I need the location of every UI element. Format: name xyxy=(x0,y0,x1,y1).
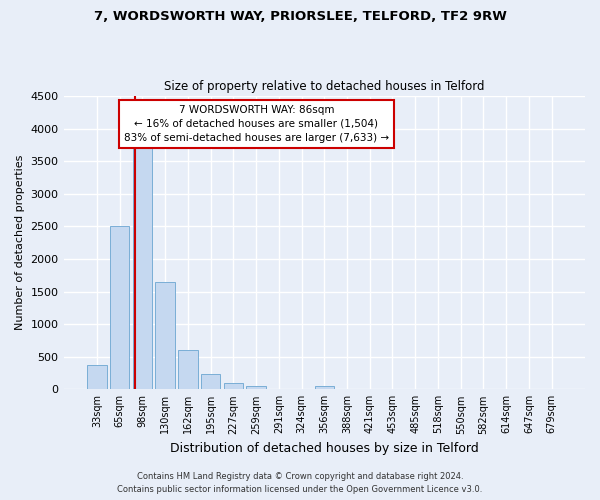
Bar xyxy=(247,386,266,390)
Bar xyxy=(133,146,152,390)
Y-axis label: Number of detached properties: Number of detached properties xyxy=(15,155,25,330)
Bar xyxy=(201,374,220,390)
Text: 7 WORDSWORTH WAY: 86sqm
← 16% of detached houses are smaller (1,504)
83% of semi: 7 WORDSWORTH WAY: 86sqm ← 16% of detache… xyxy=(124,105,389,143)
Bar xyxy=(224,383,243,390)
Text: Contains HM Land Registry data © Crown copyright and database right 2024.
Contai: Contains HM Land Registry data © Crown c… xyxy=(118,472,482,494)
Bar xyxy=(314,386,334,390)
Text: 7, WORDSWORTH WAY, PRIORSLEE, TELFORD, TF2 9RW: 7, WORDSWORTH WAY, PRIORSLEE, TELFORD, T… xyxy=(94,10,506,23)
X-axis label: Distribution of detached houses by size in Telford: Distribution of detached houses by size … xyxy=(170,442,479,455)
Title: Size of property relative to detached houses in Telford: Size of property relative to detached ho… xyxy=(164,80,485,94)
Bar xyxy=(178,350,197,390)
Bar xyxy=(87,365,107,390)
Bar xyxy=(110,226,130,390)
Bar xyxy=(155,282,175,390)
